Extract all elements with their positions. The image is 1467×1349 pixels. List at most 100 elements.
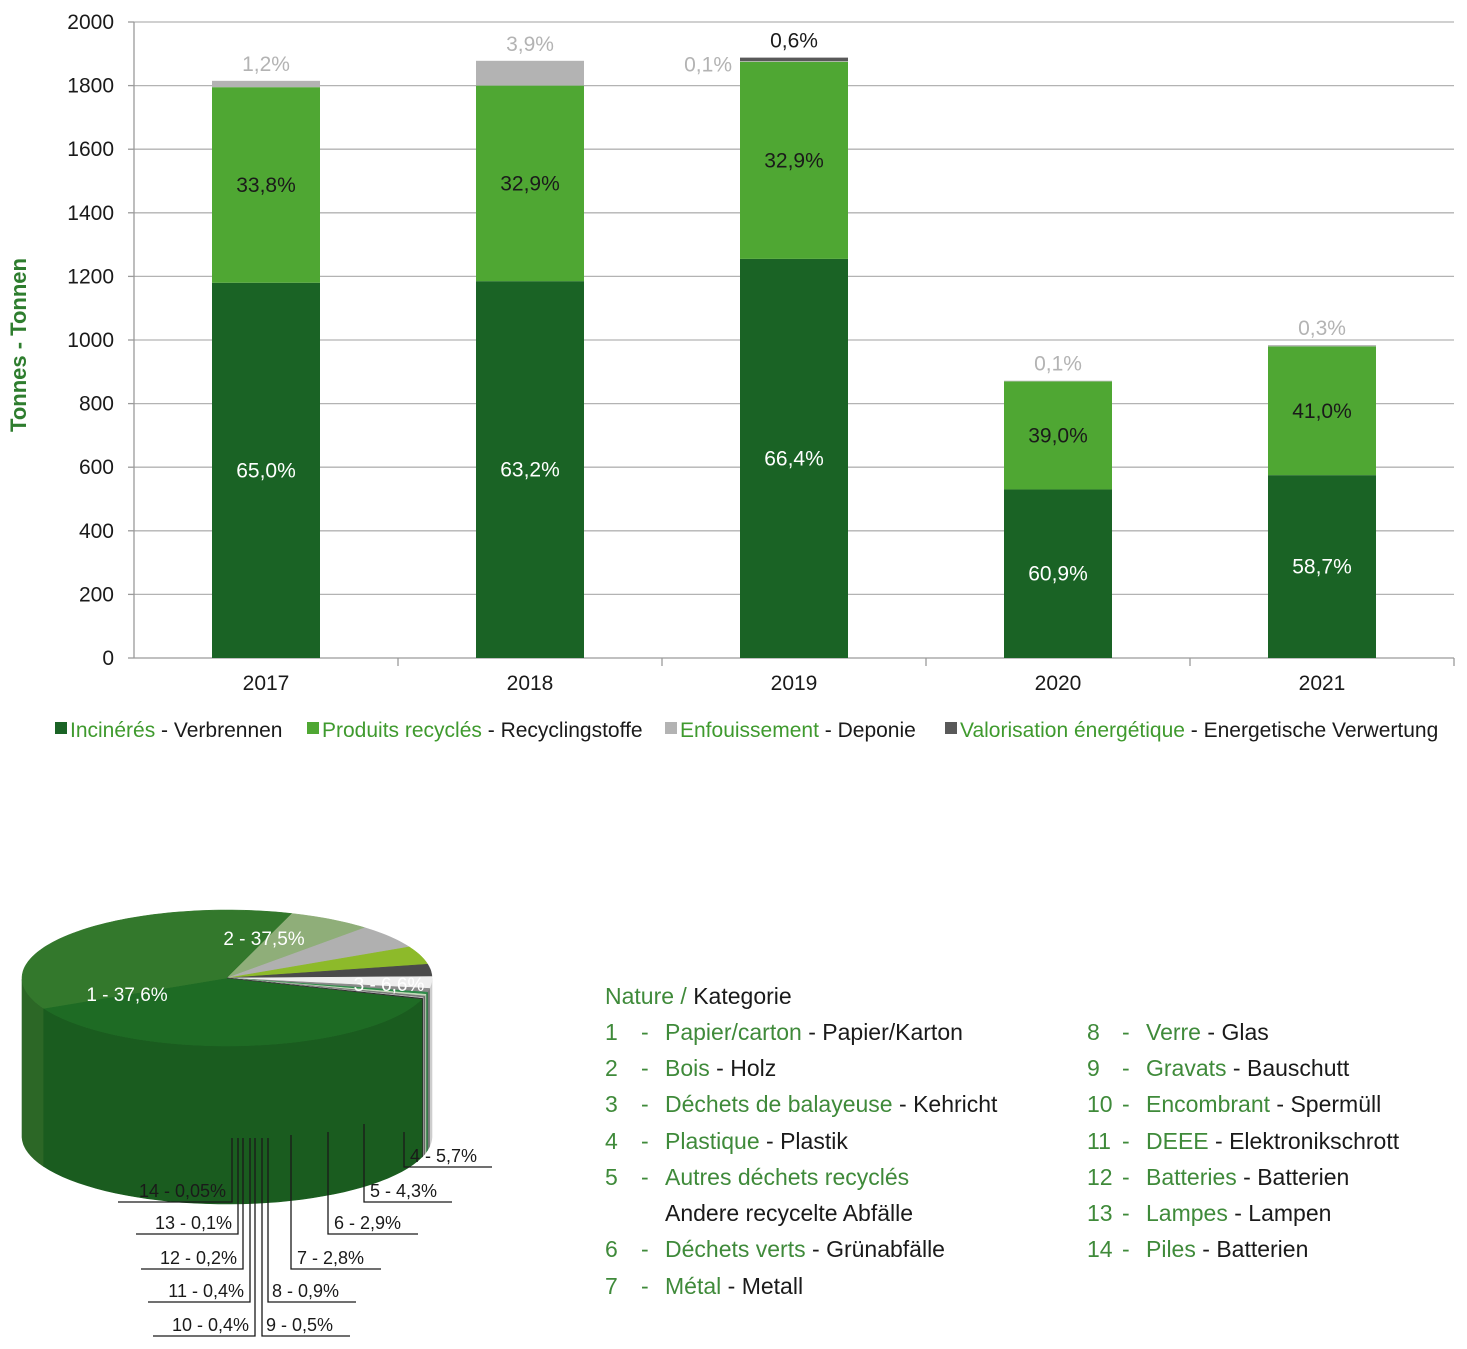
legend-item: Papier/carton - Papier/Karton — [665, 1019, 963, 1045]
item-de: Bauschutt — [1247, 1055, 1350, 1081]
item-de: Elektronikschrott — [1229, 1128, 1400, 1154]
legend-name-fr: Incinérés — [70, 719, 155, 742]
callout-line — [363, 1124, 452, 1203]
pie-label: 3 - 6,6% — [354, 975, 425, 996]
data-label: 60,9% — [1028, 563, 1088, 586]
bar-segment — [476, 85, 584, 282]
item-fr: Lampes — [1146, 1200, 1228, 1226]
bar-segment — [1004, 380, 1112, 382]
legend-dash: - — [1122, 1200, 1130, 1226]
item-fr: DEEE — [1146, 1128, 1209, 1154]
legend-name-de: Recyclingstoffe — [501, 719, 643, 742]
callout-line — [290, 1135, 381, 1270]
legend-item: Encombrant - Spermüll — [1146, 1091, 1381, 1117]
bar-segment — [1004, 489, 1112, 658]
callout-label: 6 - 2,9% — [334, 1213, 401, 1233]
data-label: 32,9% — [764, 149, 824, 172]
item-fr: Encombrant — [1146, 1091, 1271, 1117]
legend-name-fr: Enfouissement — [680, 719, 819, 742]
y-axis-title: Tonnes - Tonnen — [6, 258, 31, 432]
pie-side-7 — [429, 978, 433, 1147]
item-de: Batterien — [1257, 1164, 1349, 1190]
item-de: Grünabfälle — [826, 1236, 945, 1262]
legend-number: 9 — [1087, 1055, 1100, 1081]
callout-label: 13 - 0,1% — [155, 1213, 232, 1233]
legend-number: 11 — [1087, 1128, 1111, 1154]
legend-entry: Valorisation énergétique - Energetische … — [960, 719, 1438, 742]
bar-segment — [1268, 345, 1376, 347]
legend-number: 1 — [605, 1019, 618, 1045]
item-de: Glas — [1221, 1019, 1268, 1045]
legend-dash: - — [641, 1019, 649, 1045]
bar-segment — [1268, 475, 1376, 658]
pie-label: 1 - 37,6% — [86, 985, 167, 1006]
legend-dash: - — [1122, 1164, 1130, 1190]
legend-number: 7 — [605, 1273, 618, 1299]
callout-label: 8 - 0,9% — [272, 1281, 339, 1301]
item-fr: Papier/carton — [665, 1019, 802, 1045]
legend-dash: - — [641, 1164, 649, 1190]
data-label: 65,0% — [236, 459, 296, 482]
pie-slice-1 — [43, 977, 423, 1047]
data-label: 58,7% — [1292, 556, 1352, 579]
legend-name-de: Deponie — [838, 719, 916, 742]
item-de: Spermüll — [1290, 1091, 1381, 1117]
legend-number: 2 — [605, 1055, 618, 1081]
legend-entry: Enfouissement - Deponie — [680, 719, 916, 742]
heading-sep: / — [674, 983, 693, 1009]
legend-dash: - — [1122, 1055, 1130, 1081]
x-tick-label: 2019 — [771, 672, 818, 695]
legend-number: 12 — [1087, 1164, 1113, 1190]
pie-slice-6 — [226, 963, 433, 979]
bar-segment — [1268, 346, 1376, 476]
item-de: Plastik — [780, 1128, 848, 1154]
callout-line — [141, 1138, 244, 1270]
callout-line — [267, 1138, 356, 1303]
legend-item: Batteries - Batterien — [1146, 1164, 1349, 1190]
pie-slice-3 — [226, 913, 366, 979]
item-de: Batterien — [1216, 1236, 1308, 1262]
legend-entry: Incinérés - Verbrennen — [70, 719, 282, 742]
legend-item: Plastique - Plastik — [665, 1128, 848, 1154]
legend-number: 4 — [605, 1128, 618, 1154]
legend-dash: - — [1122, 1091, 1130, 1117]
callout-label: 11 - 0,4% — [168, 1281, 244, 1301]
legend-dash: - — [641, 1236, 649, 1262]
pie-slice-7 — [226, 976, 433, 989]
y-tick-label: 0 — [102, 647, 114, 670]
legend-swatch — [945, 722, 957, 734]
callout-line — [148, 1138, 251, 1303]
callout-line — [153, 1138, 256, 1337]
pie-slice-4 — [226, 927, 410, 979]
data-label: 1,2% — [242, 53, 290, 76]
data-label: 33,8% — [236, 174, 296, 197]
x-tick-label: 2017 — [243, 672, 290, 695]
legend-item: Gravats - Bauschutt — [1146, 1055, 1350, 1081]
heading-fr: Nature — [605, 983, 674, 1009]
bar-segment — [212, 87, 320, 283]
bar-segment — [476, 60, 584, 86]
legend-item: Métal - Metall — [665, 1273, 803, 1299]
legend-item: Déchets verts - Grünabfälle — [665, 1236, 945, 1262]
y-tick-label: 1800 — [67, 75, 114, 98]
y-tick-label: 2000 — [67, 11, 114, 34]
legend-number: 3 — [605, 1091, 618, 1117]
legend-item: Déchets de balayeuse - Kehricht — [665, 1091, 998, 1117]
bar-legend: Incinérés - Verbrennen Produits recyclés … — [55, 719, 1438, 742]
legend-dash: - — [641, 1273, 649, 1299]
legend-item: Verre - Glas — [1146, 1019, 1269, 1045]
legend-swatch — [55, 722, 67, 734]
item-de: Papier/Karton — [822, 1019, 963, 1045]
legend-item: Autres déchets recyclés — [665, 1164, 909, 1190]
pie-side-2 — [21, 979, 44, 1167]
y-tick-label: 400 — [79, 520, 114, 543]
legend-item-de: Andere recycelte Abfälle — [665, 1200, 913, 1226]
data-label: 0,3% — [1298, 317, 1346, 340]
pie-slice-2 — [21, 909, 293, 1009]
callout-label: 10 - 0,4% — [172, 1315, 249, 1335]
legend-number: 6 — [605, 1236, 618, 1262]
legend-name-de: Verbrennen — [174, 719, 283, 742]
item-fr: Verre — [1146, 1019, 1201, 1045]
